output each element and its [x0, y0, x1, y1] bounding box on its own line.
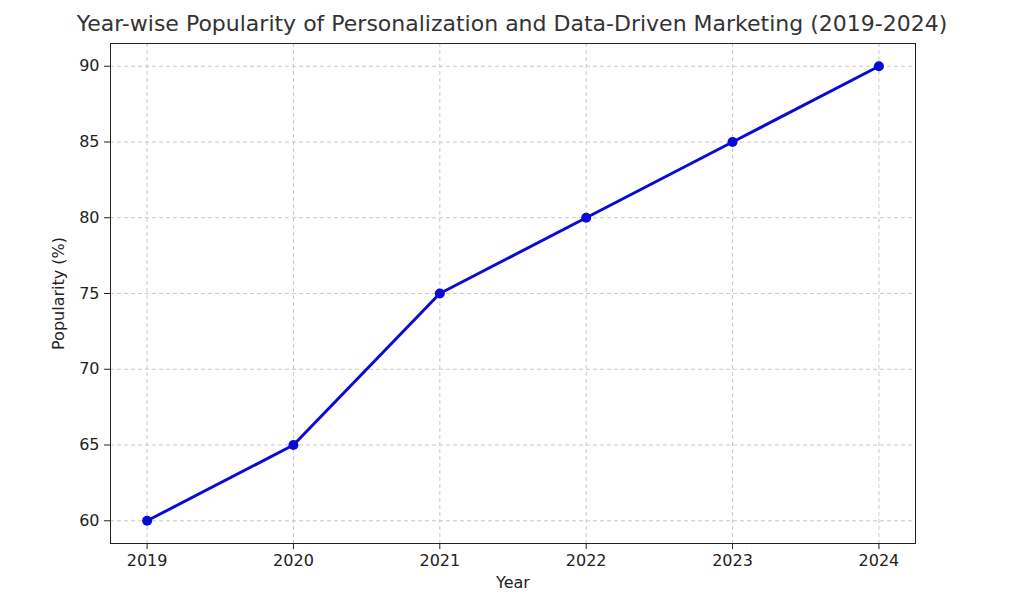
svg-text:2022: 2022 — [566, 551, 607, 570]
html-text:Year-wise Popularity of Person: Year-wise Popularity of Personalization … — [76, 11, 948, 36]
svg-text:70: 70 — [79, 359, 99, 378]
svg-text:2024: 2024 — [859, 551, 900, 570]
svg-text:75: 75 — [79, 284, 99, 303]
svg-text:Popularity (%): Popularity (%) — [49, 237, 68, 350]
svg-text:60: 60 — [79, 511, 99, 530]
svg-text:2019: 2019 — [127, 551, 168, 570]
svg-text:2021: 2021 — [419, 551, 460, 570]
svg-text:65: 65 — [79, 435, 99, 454]
svg-text:90: 90 — [79, 56, 99, 75]
svg-text:2020: 2020 — [273, 551, 314, 570]
svg-text:85: 85 — [79, 132, 99, 151]
svg-text:2023: 2023 — [712, 551, 753, 570]
svg-text:Year: Year — [495, 573, 530, 592]
svg-text:80: 80 — [79, 208, 99, 227]
